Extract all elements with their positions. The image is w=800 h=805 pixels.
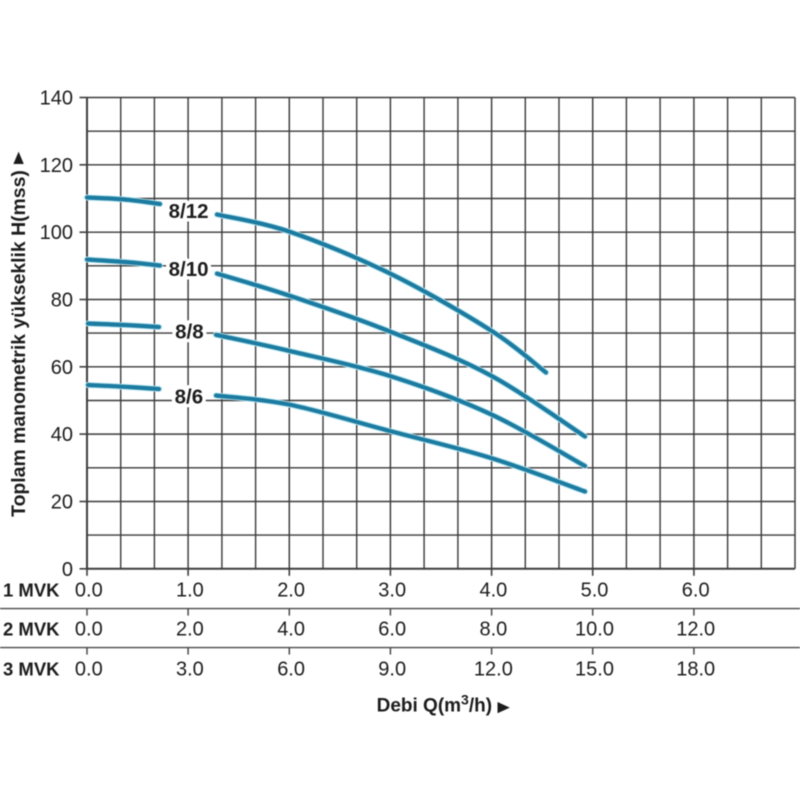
svg-text:15.0: 15.0	[575, 659, 614, 681]
svg-text:40: 40	[51, 424, 73, 446]
svg-text:1 MVK: 1 MVK	[3, 580, 60, 601]
svg-text:8.0: 8.0	[479, 619, 507, 641]
svg-text:20: 20	[51, 492, 73, 514]
svg-text:2.0: 2.0	[176, 619, 204, 641]
svg-text:1.0: 1.0	[176, 580, 204, 602]
svg-text:3.0: 3.0	[378, 580, 406, 602]
svg-text:6.0: 6.0	[682, 580, 710, 602]
svg-text:12.0: 12.0	[474, 659, 513, 681]
svg-text:8/12: 8/12	[169, 200, 209, 223]
svg-text:10.0: 10.0	[575, 619, 614, 641]
svg-text:9.0: 9.0	[378, 659, 406, 681]
svg-text:5.0: 5.0	[581, 580, 609, 602]
svg-text:2.0: 2.0	[277, 580, 305, 602]
svg-text:12.0: 12.0	[676, 619, 715, 641]
svg-text:Debi Q(m3/h): Debi Q(m3/h)	[377, 691, 492, 716]
svg-text:120: 120	[40, 155, 73, 177]
svg-text:8/8: 8/8	[175, 320, 204, 343]
svg-text:4.0: 4.0	[479, 580, 507, 602]
svg-text:0: 0	[62, 559, 73, 581]
svg-text:0.0: 0.0	[75, 580, 103, 602]
svg-text:8/6: 8/6	[175, 386, 204, 409]
svg-text:8/10: 8/10	[169, 258, 209, 281]
svg-text:6.0: 6.0	[378, 619, 406, 641]
svg-text:Toplam manometrik yükseklik H(: Toplam manometrik yükseklik H(mss)	[8, 170, 30, 517]
svg-text:4.0: 4.0	[277, 619, 305, 641]
svg-text:80: 80	[51, 290, 73, 312]
svg-text:2 MVK: 2 MVK	[3, 619, 60, 640]
svg-text:18.0: 18.0	[676, 659, 715, 681]
svg-text:140: 140	[40, 88, 73, 110]
svg-text:0.0: 0.0	[75, 619, 103, 641]
svg-text:3 MVK: 3 MVK	[3, 659, 60, 680]
svg-text:6.0: 6.0	[277, 659, 305, 681]
svg-text:60: 60	[51, 357, 73, 379]
svg-text:100: 100	[40, 222, 73, 244]
svg-text:3.0: 3.0	[176, 659, 204, 681]
svg-text:0.0: 0.0	[75, 659, 103, 681]
